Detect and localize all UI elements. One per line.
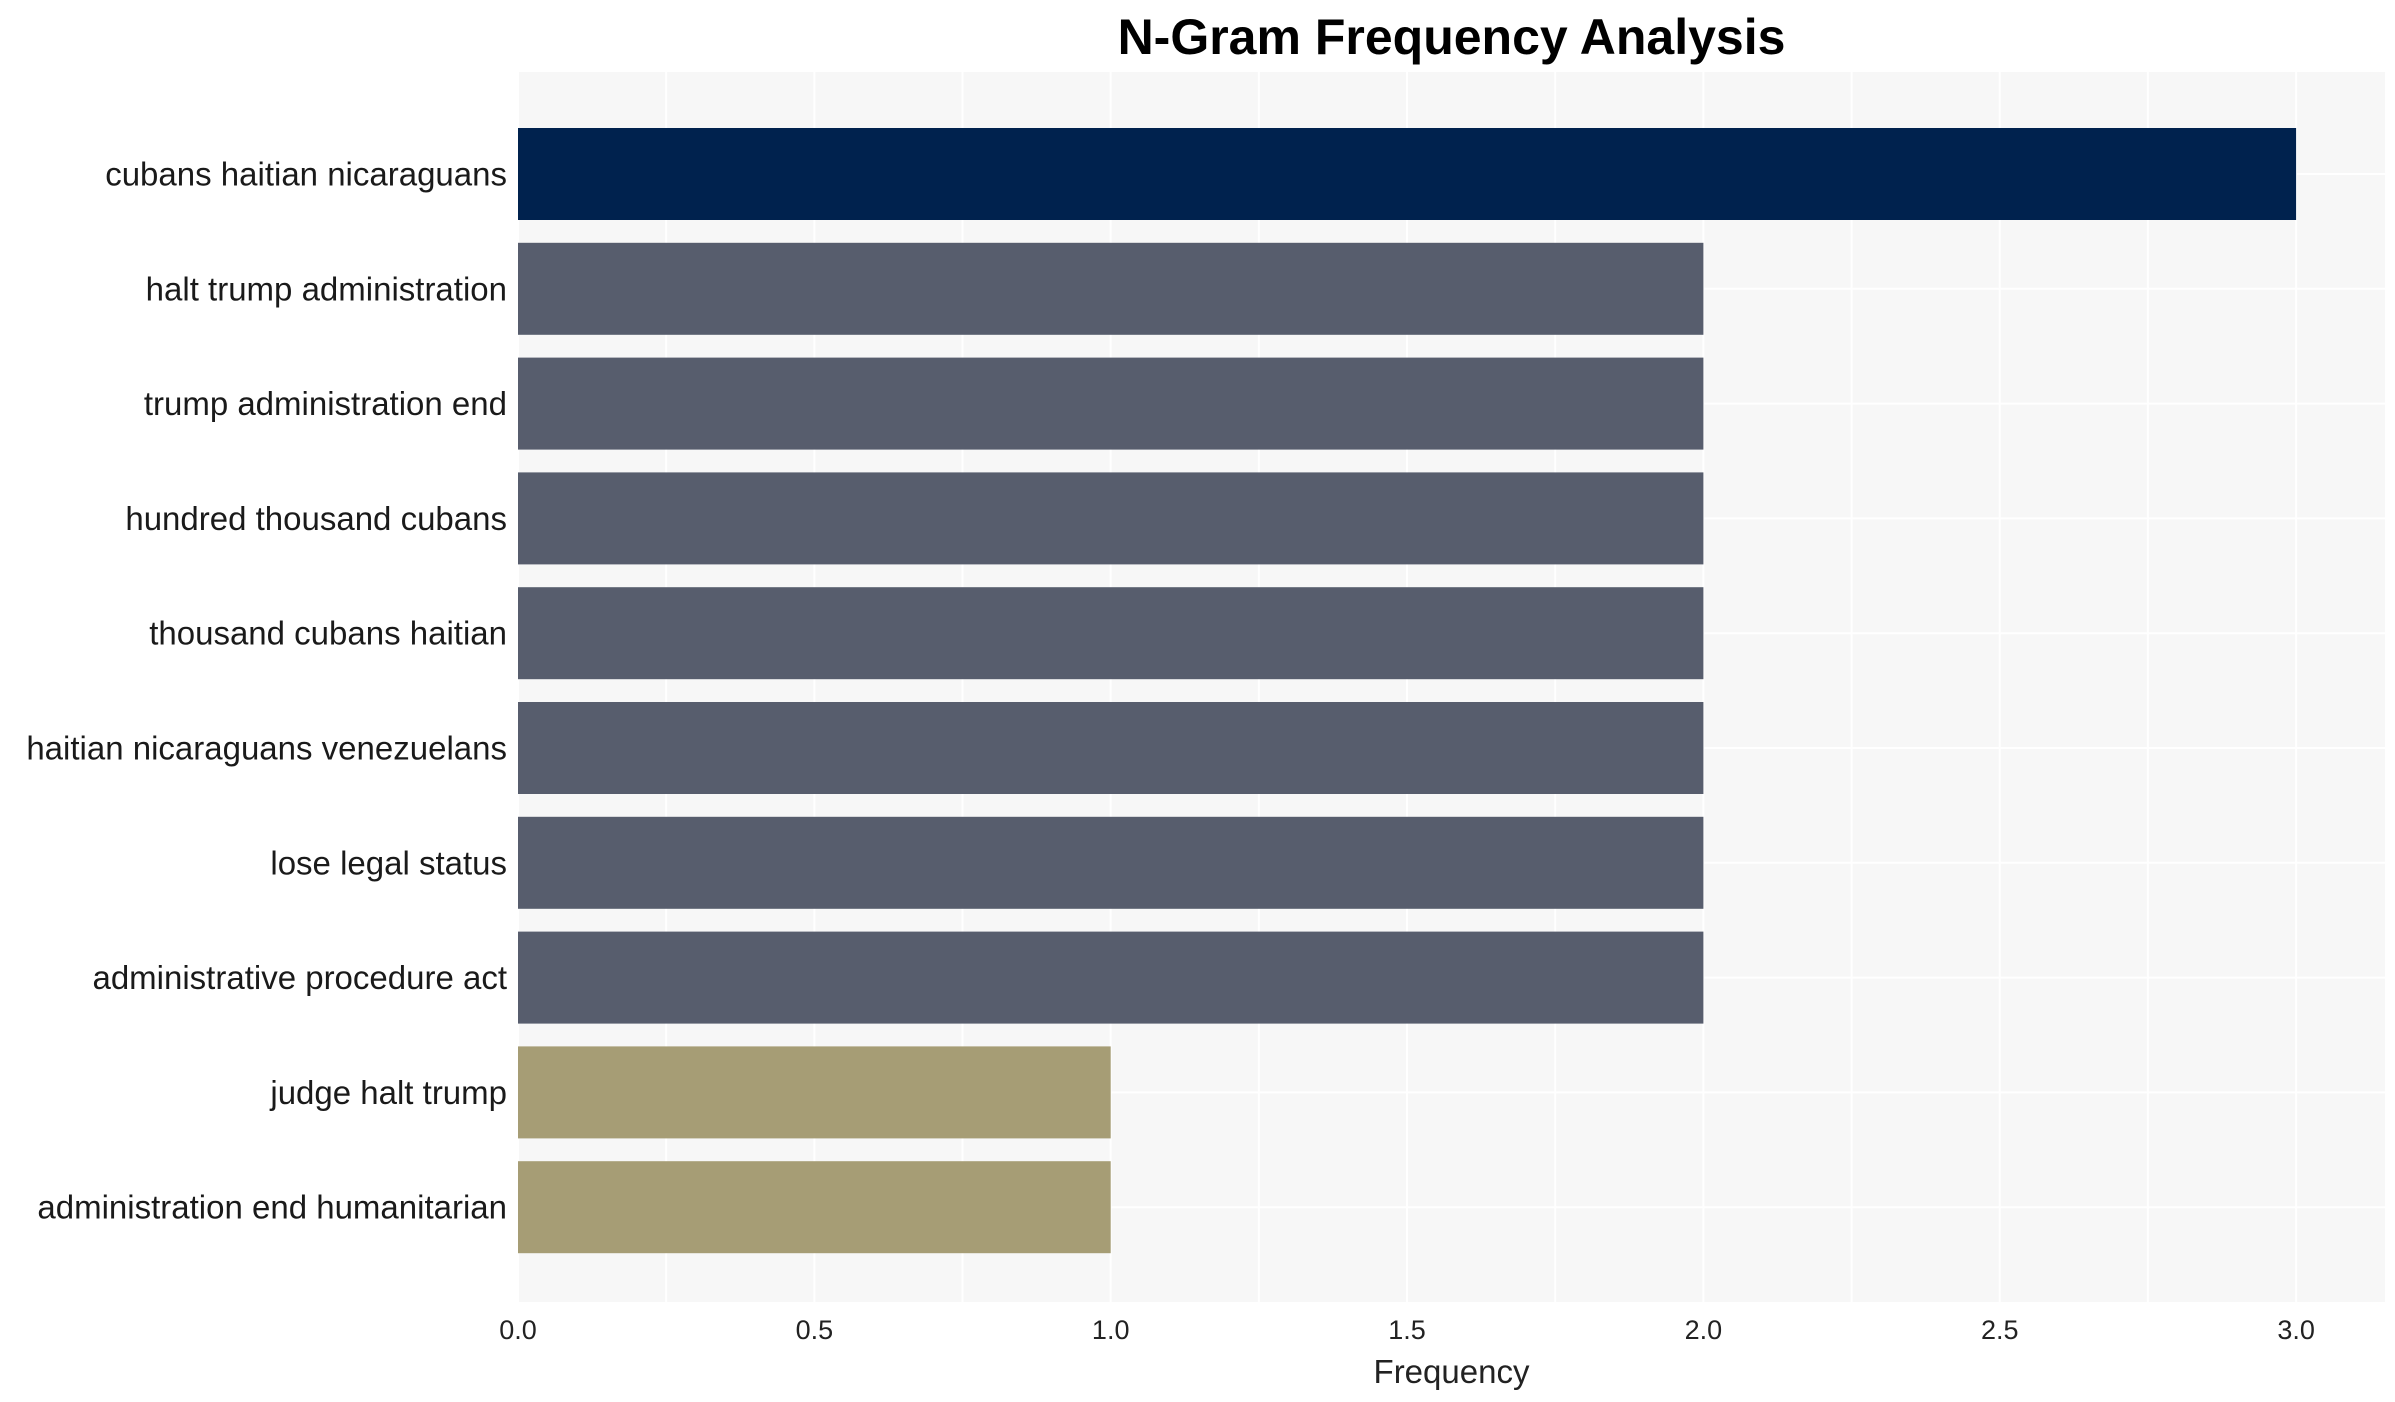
category-label: administrative procedure act (92, 959, 507, 996)
chart-title: N-Gram Frequency Analysis (1118, 9, 1786, 65)
bar (518, 702, 1704, 794)
category-label: judge halt trump (269, 1074, 507, 1111)
x-tick-label: 2.0 (1685, 1315, 1723, 1345)
x-tick-label: 0.5 (796, 1315, 834, 1345)
x-axis-label: Frequency (1374, 1353, 1530, 1390)
bar (518, 242, 1704, 335)
category-label: lose legal status (270, 844, 507, 881)
x-tick-label: 2.5 (1981, 1315, 2019, 1345)
x-tick-label: 0.0 (499, 1315, 537, 1345)
bar (518, 587, 1704, 680)
bar (518, 931, 1704, 1024)
bars (518, 128, 2297, 1254)
category-label: haitian nicaraguans venezuelans (26, 730, 507, 767)
x-tick-label: 1.5 (1388, 1315, 1426, 1345)
category-labels: cubans haitian nicaraguans halt trump adm… (26, 156, 507, 1226)
x-tick-label: 1.0 (1092, 1315, 1130, 1345)
category-label: halt trump administration (146, 270, 507, 307)
category-label: trump administration end (144, 385, 507, 422)
bar (518, 1161, 1111, 1254)
category-label: cubans haitian nicaraguans (105, 156, 507, 193)
bar (518, 472, 1704, 565)
bar (518, 816, 1704, 909)
category-label: thousand cubans haitian (149, 615, 507, 652)
category-label: hundred thousand cubans (125, 500, 507, 537)
x-tick-label: 3.0 (2277, 1315, 2315, 1345)
bar (518, 128, 2297, 220)
bar (518, 1046, 1111, 1139)
category-label: administration end humanitarian (37, 1189, 507, 1226)
bar (518, 357, 1704, 450)
x-tick-labels: 0.0 0.5 1.0 1.5 2.0 2.5 3.0 (499, 1315, 2315, 1345)
